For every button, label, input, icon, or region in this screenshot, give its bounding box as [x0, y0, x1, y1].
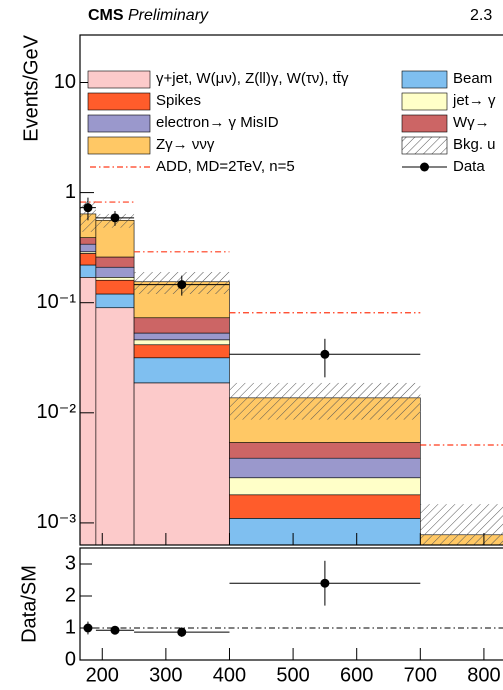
legend-swatch	[87, 92, 151, 111]
data-point	[110, 213, 120, 223]
uncertainty-band	[229, 382, 421, 420]
legend-label: ADD, MD=2TeV, n=5	[156, 158, 295, 175]
x-tick-label: 700	[404, 664, 437, 686]
stack-bar	[80, 243, 97, 253]
stack-bar	[80, 264, 97, 278]
legend-label: Spikes	[156, 92, 201, 109]
ratio-y-axis-label: Data/SM	[18, 565, 40, 643]
y-tick-label: 10⁻³	[37, 511, 77, 533]
legend-swatch	[401, 92, 448, 111]
ratio-point	[110, 625, 120, 635]
stack-bar	[95, 277, 135, 281]
data-point	[83, 203, 93, 213]
stack-bar	[95, 293, 135, 309]
stack-bar	[229, 518, 421, 545]
experiment-label: CMS	[88, 7, 124, 24]
stack-bar	[133, 344, 230, 359]
legend-swatch	[401, 136, 448, 155]
stack-bar	[229, 442, 421, 459]
stack-bar	[80, 277, 97, 545]
legend-swatch	[87, 70, 151, 89]
ratio-plot	[80, 560, 503, 637]
ratio-point	[177, 627, 187, 637]
stack-bar	[229, 494, 421, 519]
legend-swatch	[87, 136, 151, 155]
stack-bar	[229, 457, 421, 479]
legend: γ+jet, W(μν), Z(ll)γ, W(τν), tt̄γ Beam Spi…	[87, 70, 496, 175]
ratio-frame	[79, 547, 503, 661]
stack-bar	[229, 477, 421, 496]
stack-bar	[420, 558, 503, 569]
x-tick-label: 400	[213, 664, 246, 686]
legend-label: γ+jet, W(μν), Z(ll)γ, W(τν), tt̄γ	[156, 70, 349, 87]
uncertainty-band	[420, 504, 503, 545]
stack-bar	[133, 317, 230, 334]
x-tick-label: 500	[276, 664, 309, 686]
x-tick-label: 600	[340, 664, 373, 686]
stack-bar	[95, 307, 135, 545]
ratio-y-tick-label: 0	[65, 648, 76, 670]
x-tick-label: 300	[149, 664, 182, 686]
ratio-y-tick-label: 2	[65, 584, 76, 606]
stack-bar	[80, 253, 97, 266]
stack-bar	[420, 593, 503, 613]
legend-swatch	[401, 114, 448, 133]
data-point	[320, 349, 330, 359]
stack-bar	[420, 584, 503, 593]
y-axis-label: Events/GeV	[20, 34, 42, 141]
y-tick-label: 10⁻²	[37, 401, 77, 423]
main-plot	[80, 197, 503, 667]
legend-label: electron→ γ MisID	[156, 114, 279, 131]
axes: 10⁻³ 10⁻² 10⁻¹ 1 10 0 1 2 3 200 300 400 500 600 700 800	[37, 34, 503, 686]
legend-label: Data	[453, 158, 485, 175]
main-frame	[79, 34, 503, 546]
stack-bar	[80, 237, 97, 245]
legend-swatch	[401, 70, 448, 89]
legend-label: jet→ γ	[452, 92, 496, 109]
legend-swatch	[87, 114, 151, 133]
stack-bar	[95, 266, 135, 278]
legend-label: Wγ→	[453, 114, 490, 131]
stack-bar	[420, 614, 503, 667]
stack-bar	[95, 256, 135, 268]
legend-label: Bkg. u	[453, 136, 496, 153]
stack-bar	[133, 332, 230, 341]
stack-bar	[95, 279, 135, 295]
x-tick-label: 800	[467, 664, 500, 686]
stack-bar	[133, 382, 230, 545]
x-tick-label: 200	[86, 664, 119, 686]
legend-label: Zγ→ ννγ	[156, 136, 215, 153]
y-tick-label: 10⁻¹	[37, 291, 77, 313]
legend-label: Beam	[453, 70, 492, 87]
stack-bar	[133, 339, 230, 346]
stack-bar	[420, 569, 503, 584]
y-tick-label: 1	[65, 181, 76, 203]
legend-swatch	[420, 162, 429, 172]
y-tick-label: 10	[54, 71, 76, 93]
stack-bar	[133, 357, 230, 384]
data-point	[177, 280, 187, 290]
lumi-label: 2.3	[470, 7, 492, 24]
ratio-point	[320, 578, 330, 588]
ratio-y-tick-label: 3	[65, 552, 76, 574]
status-label: Preliminary	[128, 7, 209, 24]
ratio-y-tick-label: 1	[65, 616, 76, 638]
